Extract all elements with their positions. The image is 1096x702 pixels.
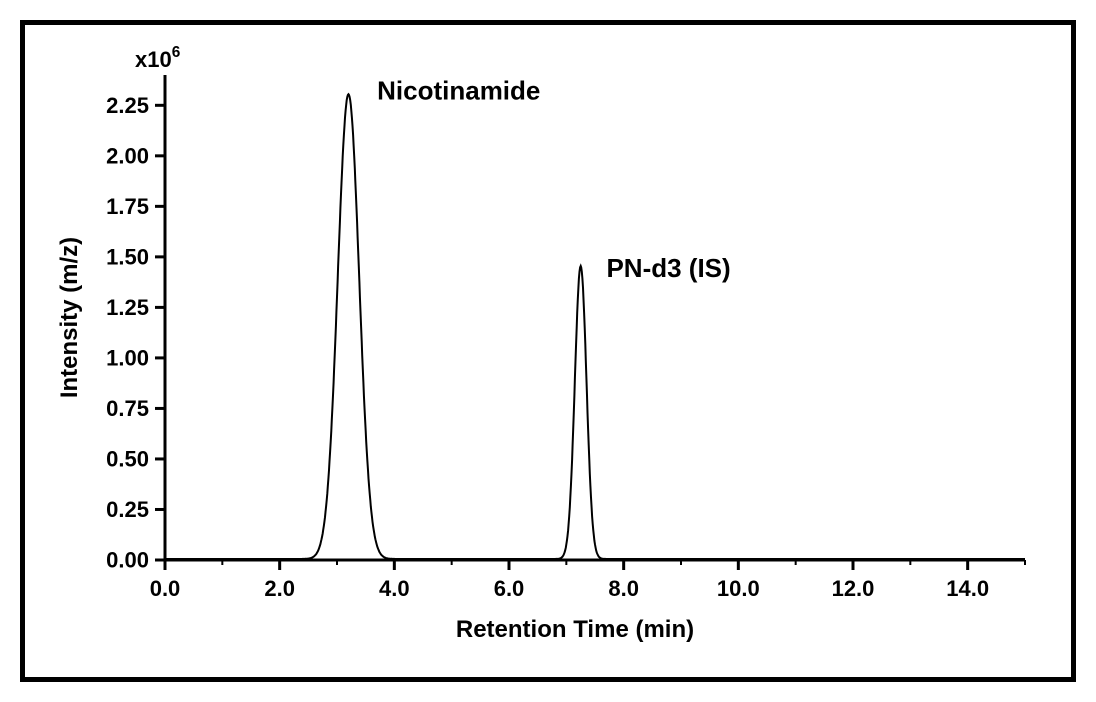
- chromatogram-svg: 0.0 2.0 4.0 6.0 8.0 10.0 12.0 14.0 0.00 0.25 0.50 0…: [55, 45, 1045, 655]
- y-tick-label: 1.00: [106, 346, 149, 371]
- x-tick-label: 0.0: [150, 576, 181, 601]
- y-tick-label: 2.00: [106, 144, 149, 169]
- x-tick-label: 14.0: [946, 576, 989, 601]
- y-tick-label: 0.00: [106, 548, 149, 573]
- x-tick-label: 12.0: [832, 576, 875, 601]
- y-tick-label: 1.50: [106, 245, 149, 270]
- y-tick-label: 0.50: [106, 447, 149, 472]
- peak-label: Nicotinamide: [377, 75, 540, 105]
- y-tick-label: 0.25: [106, 497, 149, 522]
- x-tick-label: 4.0: [379, 576, 410, 601]
- peak-label: PN-d3 (IS): [606, 253, 730, 283]
- x-tick-label: 2.0: [264, 576, 295, 601]
- y-tick-label: 1.25: [106, 295, 149, 320]
- y-scale-label: x106: [135, 45, 180, 72]
- chart-frame: 0.0 2.0 4.0 6.0 8.0 10.0 12.0 14.0 0.00 0.25 0.50 0…: [20, 20, 1076, 682]
- y-tick-label: 1.75: [106, 194, 149, 219]
- x-tick-label: 10.0: [717, 576, 760, 601]
- y-tick-label: 2.25: [106, 93, 149, 118]
- chromatogram-chart: 0.0 2.0 4.0 6.0 8.0 10.0 12.0 14.0 0.00 0.25 0.50 0…: [55, 45, 1045, 655]
- y-axis-label: Intensity (m/z): [56, 237, 83, 398]
- y-tick-label: 0.75: [106, 396, 149, 421]
- x-tick-label: 6.0: [494, 576, 525, 601]
- chromatogram-trace: [165, 94, 1025, 559]
- x-axis-label: Retention Time (min): [456, 616, 694, 643]
- x-tick-label: 8.0: [608, 576, 639, 601]
